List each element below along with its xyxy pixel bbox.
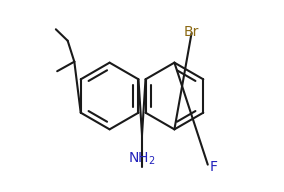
Text: NH$_2$: NH$_2$ <box>128 151 156 167</box>
Text: Br: Br <box>184 26 199 40</box>
Text: F: F <box>210 160 218 174</box>
